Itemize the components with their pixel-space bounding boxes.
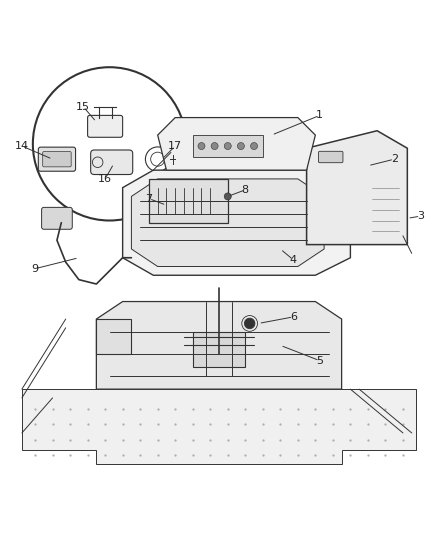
Text: 3: 3 bbox=[417, 211, 424, 221]
Text: 4: 4 bbox=[290, 255, 297, 265]
Text: 14: 14 bbox=[15, 141, 29, 151]
Text: 17: 17 bbox=[168, 141, 182, 151]
Bar bbox=[193, 135, 263, 157]
FancyBboxPatch shape bbox=[88, 115, 123, 138]
Circle shape bbox=[224, 193, 231, 200]
Circle shape bbox=[251, 142, 258, 150]
Text: 15: 15 bbox=[76, 102, 90, 111]
Text: 7: 7 bbox=[145, 193, 152, 204]
Bar bbox=[149, 179, 228, 223]
Circle shape bbox=[211, 142, 218, 150]
Text: 5: 5 bbox=[316, 356, 323, 366]
Polygon shape bbox=[96, 302, 342, 389]
FancyBboxPatch shape bbox=[42, 151, 71, 167]
Text: 1: 1 bbox=[316, 110, 323, 120]
Polygon shape bbox=[123, 170, 350, 275]
Text: 6: 6 bbox=[290, 312, 297, 322]
Text: 16: 16 bbox=[98, 174, 112, 184]
Polygon shape bbox=[22, 389, 416, 464]
Polygon shape bbox=[158, 118, 315, 170]
FancyBboxPatch shape bbox=[91, 150, 133, 174]
Text: 9: 9 bbox=[32, 264, 39, 273]
Bar bbox=[96, 319, 131, 354]
Polygon shape bbox=[307, 131, 407, 245]
Text: 8: 8 bbox=[242, 185, 249, 195]
Bar bbox=[193, 332, 245, 367]
Circle shape bbox=[198, 142, 205, 150]
Circle shape bbox=[244, 318, 255, 329]
Circle shape bbox=[224, 142, 231, 150]
FancyBboxPatch shape bbox=[318, 151, 343, 163]
Text: 2: 2 bbox=[391, 154, 398, 164]
FancyBboxPatch shape bbox=[38, 147, 75, 171]
Circle shape bbox=[237, 142, 244, 150]
FancyBboxPatch shape bbox=[42, 207, 72, 229]
Polygon shape bbox=[131, 179, 324, 266]
